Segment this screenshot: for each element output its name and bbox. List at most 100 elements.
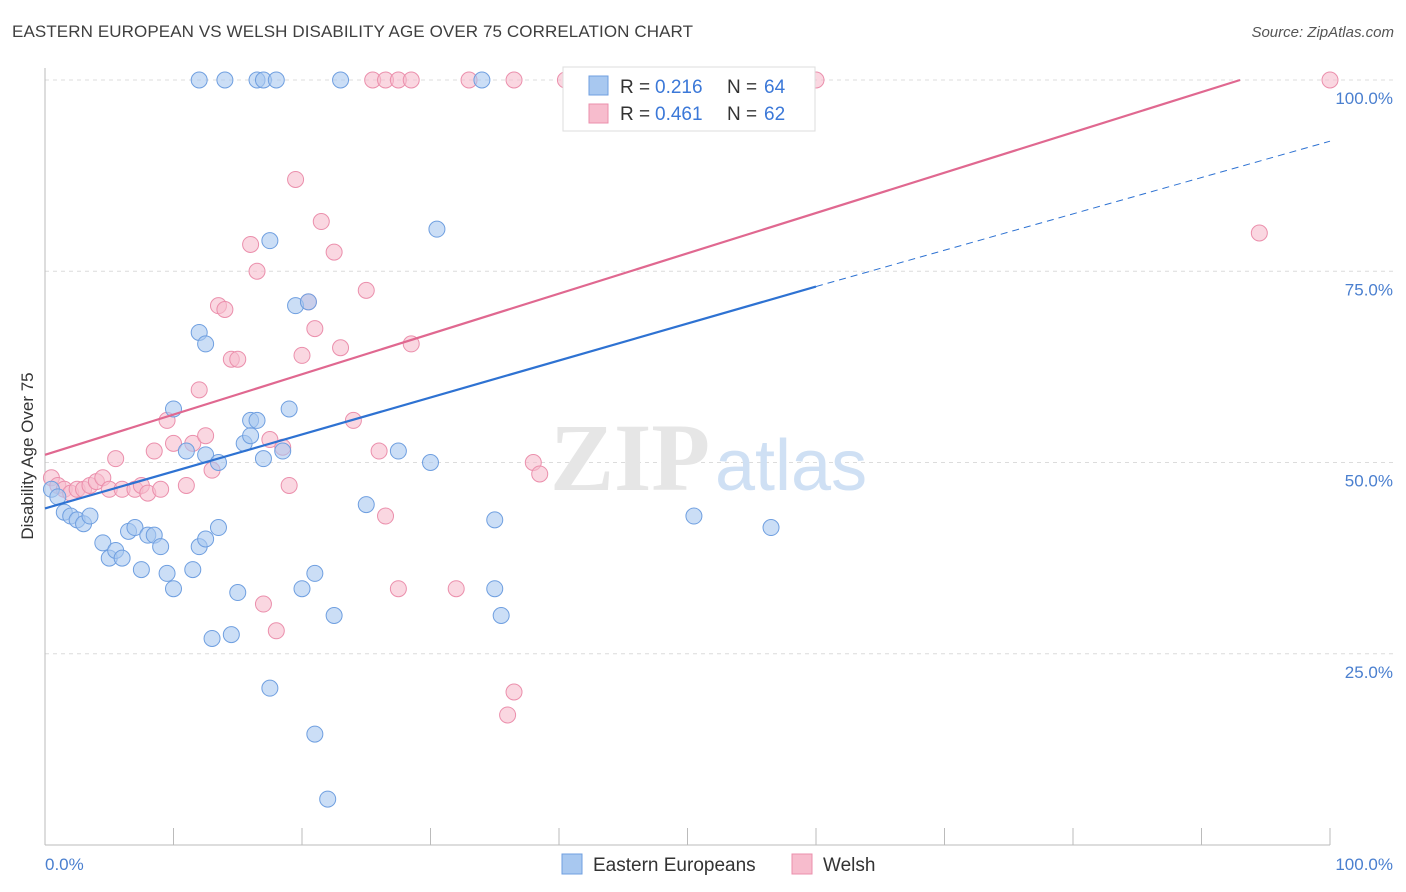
point-welsh-46	[389, 580, 407, 598]
stats-legend: R = 0.216 N = 64 R = 0.461 N = 62	[562, 66, 816, 132]
point-eastern-47	[319, 790, 337, 808]
trend-line-eastern-extension	[815, 140, 1331, 288]
point-eastern-52	[486, 580, 504, 598]
point-welsh-41	[332, 339, 350, 357]
point-eastern-7	[94, 534, 112, 552]
point-eastern-58	[216, 71, 234, 89]
point-eastern-22	[203, 629, 221, 647]
point-welsh-44	[370, 442, 388, 460]
point-eastern-38	[261, 232, 279, 250]
series-legend: Eastern Europeans Welsh	[561, 853, 875, 876]
point-welsh-52	[531, 465, 549, 483]
point-welsh-56	[402, 71, 420, 89]
point-welsh-31	[254, 595, 272, 613]
point-eastern-44	[306, 564, 324, 582]
x-tick-label-100: 100.0%	[1335, 855, 1393, 874]
y-tick-label-100: 100.0%	[1335, 89, 1393, 108]
point-eastern-37	[242, 427, 260, 445]
trend-lines	[44, 78, 1331, 510]
point-eastern-63	[473, 71, 491, 89]
point-welsh-40	[325, 243, 343, 261]
point-eastern-49	[389, 442, 407, 460]
y-tick-label-75: 75.0%	[1345, 280, 1393, 299]
point-eastern-27	[248, 411, 266, 429]
point-eastern-24	[222, 626, 240, 644]
legend-n-label-eastern: N =	[727, 77, 757, 98]
legend-swatch-eastern	[588, 75, 609, 96]
point-eastern-30	[177, 442, 195, 460]
point-eastern-28	[254, 450, 272, 468]
point-eastern-54	[486, 511, 504, 529]
series-label-welsh: Welsh	[823, 855, 875, 876]
point-eastern-18	[165, 580, 182, 598]
point-welsh-27	[229, 350, 247, 368]
point-eastern-50	[422, 454, 439, 471]
point-welsh-49	[499, 706, 517, 724]
legend-r-value-welsh: 0.461	[655, 104, 703, 125]
point-eastern-40	[280, 400, 298, 418]
point-eastern-42	[299, 293, 317, 311]
y-axis-label: Disability Age Over 75	[18, 372, 37, 539]
legend-r-label-welsh: R =	[620, 104, 650, 125]
point-welsh-35	[287, 170, 305, 188]
point-welsh-28	[242, 235, 260, 253]
point-welsh-22	[197, 427, 215, 445]
point-eastern-45	[325, 607, 343, 624]
point-eastern-61	[267, 71, 285, 89]
legend-n-value-welsh: 62	[764, 104, 785, 125]
point-welsh-16	[152, 480, 170, 498]
point-welsh-43	[357, 281, 375, 299]
point-eastern-55	[685, 507, 703, 525]
legend-r-value-eastern: 0.216	[655, 77, 703, 98]
watermark-zip: ZIP	[550, 404, 710, 511]
point-eastern-43	[293, 580, 311, 598]
point-eastern-34	[261, 679, 279, 697]
point-eastern-46	[306, 725, 324, 743]
point-welsh-45	[377, 507, 395, 525]
point-eastern-6	[81, 507, 99, 525]
point-welsh-48	[447, 580, 465, 598]
point-welsh-10	[107, 450, 125, 468]
legend-n-value-eastern: 64	[764, 77, 786, 98]
point-eastern-10	[113, 549, 131, 567]
point-eastern-25	[229, 584, 247, 602]
point-welsh-38	[306, 320, 324, 338]
point-welsh-58	[505, 71, 523, 89]
point-eastern-16	[152, 538, 170, 556]
point-eastern-12	[126, 519, 144, 537]
point-welsh-61	[1250, 224, 1268, 242]
gridlines	[45, 79, 1393, 655]
point-eastern-53	[492, 607, 510, 624]
legend-n-label-welsh: N =	[727, 104, 757, 125]
point-eastern-19	[184, 561, 202, 579]
source-label: Source: ZipAtlas.com	[1251, 24, 1394, 41]
y-tick-label-25: 25.0%	[1345, 663, 1393, 682]
x-tick-label-0: 0.0%	[45, 855, 84, 874]
point-welsh-25	[216, 301, 234, 318]
point-welsh-19	[177, 476, 195, 494]
point-welsh-21	[190, 381, 208, 399]
legend-r-label-eastern: R =	[620, 77, 650, 98]
series-swatch-welsh	[791, 853, 813, 875]
point-eastern-17	[158, 564, 176, 582]
trend-line-welsh	[44, 78, 1241, 456]
point-eastern-51	[428, 220, 446, 238]
point-welsh-50	[505, 683, 523, 701]
trend-line-eastern	[44, 285, 817, 510]
point-eastern-57	[190, 71, 208, 89]
point-eastern-21	[197, 530, 215, 548]
series-swatch-eastern	[561, 853, 583, 875]
point-eastern-62	[332, 71, 350, 89]
x-axis-ticks	[44, 828, 1331, 845]
point-welsh-15	[145, 442, 163, 460]
point-welsh-39	[312, 213, 330, 231]
series-label-eastern: Eastern Europeans	[593, 855, 756, 876]
watermark-atlas: atlas	[715, 426, 867, 506]
point-welsh-37	[293, 346, 311, 364]
y-tick-label-50: 50.0%	[1345, 472, 1393, 491]
point-welsh-34	[280, 476, 298, 494]
point-welsh-62	[1321, 71, 1339, 89]
point-eastern-13	[132, 561, 150, 579]
legend-swatch-welsh	[588, 103, 609, 124]
